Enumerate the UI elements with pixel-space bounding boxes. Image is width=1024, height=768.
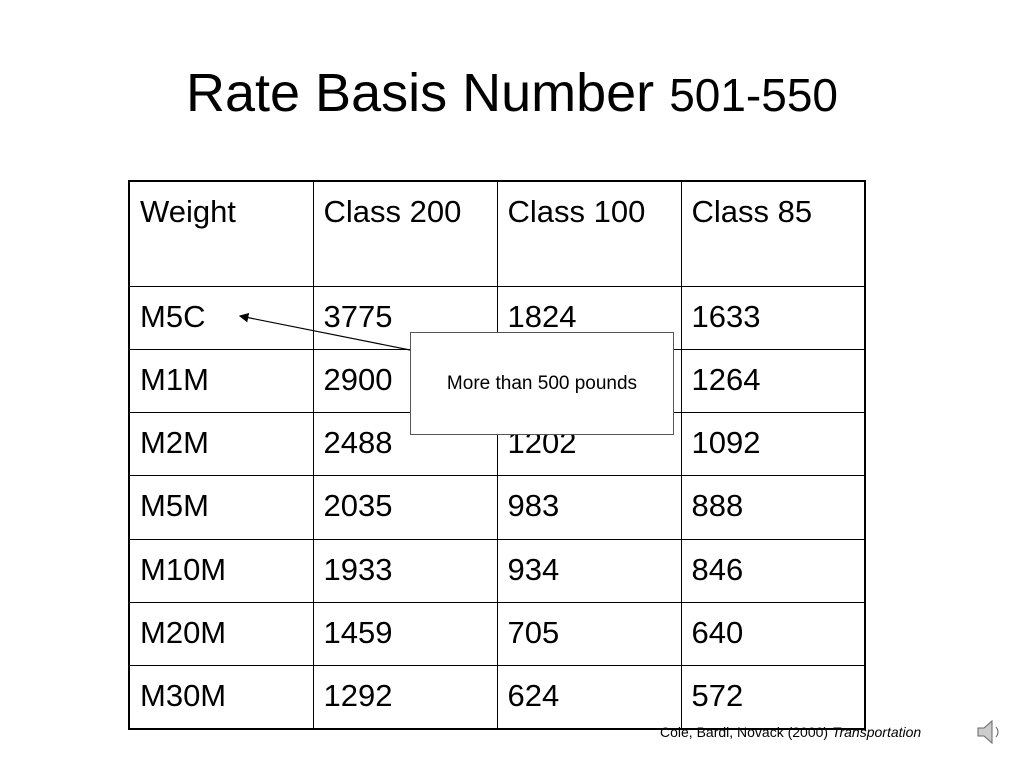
table-cell: 1092: [680, 412, 866, 477]
table-cell: 1633: [680, 285, 866, 350]
table-cell: 705: [496, 601, 682, 667]
table-cell: M1M: [128, 348, 314, 414]
table-row: M20M 1459 705 640: [128, 601, 866, 667]
table-cell: M2M: [128, 412, 314, 477]
table-cell: M5M: [128, 475, 314, 540]
table-row: M5M 2035 983 888: [128, 475, 866, 540]
header-cell: Weight: [128, 180, 314, 287]
table-row: M10M 1933 934 846: [128, 538, 866, 603]
table-row: M5C 3775 1824 1633: [128, 285, 866, 350]
title-number: 501-550: [669, 69, 839, 121]
table-cell: 934: [496, 538, 682, 603]
table-cell: M5C: [128, 285, 314, 350]
table-cell: M30M: [128, 665, 314, 730]
footer: Cole, Bardi, Novack (2000) Transportatio…: [660, 724, 921, 740]
footer-work: Transportation: [831, 724, 922, 740]
table-cell: M10M: [128, 538, 314, 603]
table-cell: 1933: [312, 538, 498, 603]
footer-authors: Cole, Bardi, Novack (2000): [660, 724, 829, 740]
table-row: M30M 1292 624 572: [128, 665, 866, 730]
slide-title: Rate Basis Number 501-550: [0, 62, 1024, 124]
table-cell: 888: [680, 475, 866, 540]
table-cell: 572: [680, 665, 866, 730]
table-cell: 2035: [312, 475, 498, 540]
callout-text: More than 500 pounds: [446, 372, 638, 394]
table-cell: 846: [680, 538, 866, 603]
table-cell: 624: [496, 665, 682, 730]
title-text: Rate Basis Number: [185, 63, 655, 123]
table-cell: 1292: [312, 665, 498, 730]
table-cell: 1459: [312, 601, 498, 667]
header-cell: Class 200: [312, 180, 498, 287]
table-cell: 640: [680, 601, 866, 667]
table-cell: 983: [496, 475, 682, 540]
table-cell: 1264: [680, 348, 866, 414]
callout-box: More than 500 pounds: [410, 332, 674, 435]
table-cell: M20M: [128, 601, 314, 667]
